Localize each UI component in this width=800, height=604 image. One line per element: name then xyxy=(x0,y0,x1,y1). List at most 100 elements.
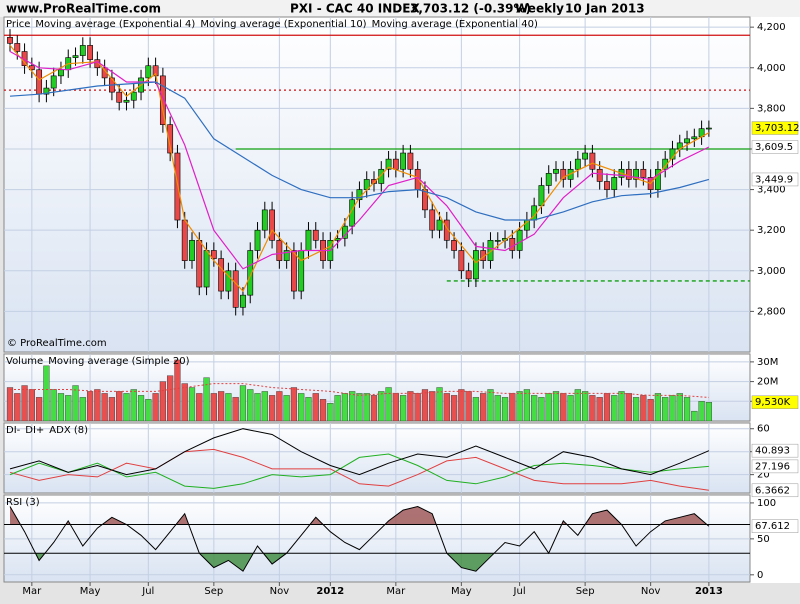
volume-bar xyxy=(283,395,290,421)
y-tick-label: 20 xyxy=(757,470,770,481)
panel xyxy=(3,16,751,353)
indicator-line xyxy=(9,505,710,572)
volume-bar xyxy=(268,395,276,421)
y-tick-label: 100 xyxy=(757,498,776,509)
legend-entry: Volume xyxy=(6,356,43,367)
candle-body xyxy=(392,158,399,170)
volume-bar xyxy=(203,377,210,421)
candle-body xyxy=(509,238,516,251)
volume-bar xyxy=(225,393,232,421)
volume-bar xyxy=(567,395,574,421)
y-tick-label: 50 xyxy=(757,534,770,545)
volume-bar xyxy=(218,391,225,421)
candle-body xyxy=(349,199,356,227)
volume-bar xyxy=(691,410,698,421)
legend-entry: DI- xyxy=(6,425,21,436)
volume-bar xyxy=(501,397,509,421)
volume-bar xyxy=(130,389,137,421)
y-tick-label: 3,800 xyxy=(757,103,786,114)
last-value-box xyxy=(751,172,799,187)
volume-bar xyxy=(50,389,57,421)
volume-bar xyxy=(480,393,487,421)
volume-bar xyxy=(137,395,145,421)
candle-body xyxy=(589,152,596,170)
candle-body xyxy=(487,240,494,261)
candle-body xyxy=(50,75,57,89)
indicator-line xyxy=(9,453,709,489)
volume-bar xyxy=(625,393,632,421)
volume-bar xyxy=(421,389,429,421)
candle-body xyxy=(596,168,603,182)
volume-bar xyxy=(669,395,676,421)
candle-body xyxy=(611,177,618,190)
volume-bar xyxy=(261,391,268,421)
volume-bar xyxy=(385,387,392,421)
period: Weekly xyxy=(515,2,564,16)
volume-bar xyxy=(596,397,603,421)
y-tick-label: 3,000 xyxy=(757,266,786,277)
x-tick-label: Nov xyxy=(270,586,290,597)
legend-entry: ADX (8) xyxy=(49,425,88,436)
panel xyxy=(3,422,751,494)
volume-bar xyxy=(334,395,341,421)
volume-bar xyxy=(574,389,581,421)
legend-entry: DI+ xyxy=(25,425,44,436)
volume-bar xyxy=(472,397,480,421)
candle-body xyxy=(240,294,246,308)
volume-bar xyxy=(14,393,21,421)
volume-bar xyxy=(654,393,662,421)
candle-body xyxy=(655,168,661,190)
moving-average xyxy=(9,81,710,221)
candle-body xyxy=(574,158,581,170)
volume-bar xyxy=(72,385,79,421)
volume-bar xyxy=(94,389,101,421)
last-value-box xyxy=(751,121,799,135)
candle-body xyxy=(254,229,261,251)
candle-body xyxy=(473,250,479,280)
x-tick-label: Mar xyxy=(386,586,406,597)
x-tick-label: May xyxy=(451,586,472,597)
candle-body xyxy=(684,138,690,144)
volume-bar xyxy=(509,393,516,421)
last-value-label: 3,609.5 xyxy=(755,142,793,153)
volume-bar xyxy=(494,395,501,421)
candle-body xyxy=(560,168,567,180)
candle-body xyxy=(516,229,523,251)
candle-body xyxy=(283,250,290,261)
y-tick-label: 3,400 xyxy=(757,185,786,196)
candle-body xyxy=(123,99,130,103)
volume-bar xyxy=(523,389,530,421)
volume-bar xyxy=(400,395,407,421)
last-price: 3,703.12 (-0.39%) xyxy=(410,2,531,16)
volume-bar xyxy=(363,393,370,421)
volume-bar xyxy=(545,393,552,421)
last-value-box xyxy=(751,459,799,474)
candle-body xyxy=(625,168,632,180)
candle-body xyxy=(385,158,392,170)
volume-bar xyxy=(210,393,217,421)
y-tick-label: 4,200 xyxy=(757,22,786,33)
volume-bar xyxy=(254,393,261,421)
x-tick-label: Sep xyxy=(576,586,595,597)
candle-body xyxy=(210,250,217,259)
volume-bar xyxy=(407,391,414,421)
volume-bar xyxy=(312,393,319,421)
volume-bar xyxy=(349,391,356,421)
candle-body xyxy=(436,219,443,231)
volume-bar xyxy=(662,397,669,421)
y-tick-label: 20M xyxy=(757,377,778,388)
volume-bar xyxy=(79,397,86,421)
volume-average xyxy=(10,383,709,398)
indicator-line xyxy=(9,448,709,491)
candle-body xyxy=(130,91,137,101)
legend-entry: Moving average (Exponential 40) xyxy=(372,19,538,30)
volume-bar xyxy=(36,397,43,421)
candle-body xyxy=(79,45,86,56)
instrument: PXI - CAC 40 INDEX xyxy=(290,2,420,16)
volume-bar xyxy=(6,387,14,421)
volume-bar xyxy=(298,393,305,421)
volume-bar xyxy=(516,391,523,421)
volume-bar xyxy=(188,387,196,421)
candle-body xyxy=(465,270,472,280)
